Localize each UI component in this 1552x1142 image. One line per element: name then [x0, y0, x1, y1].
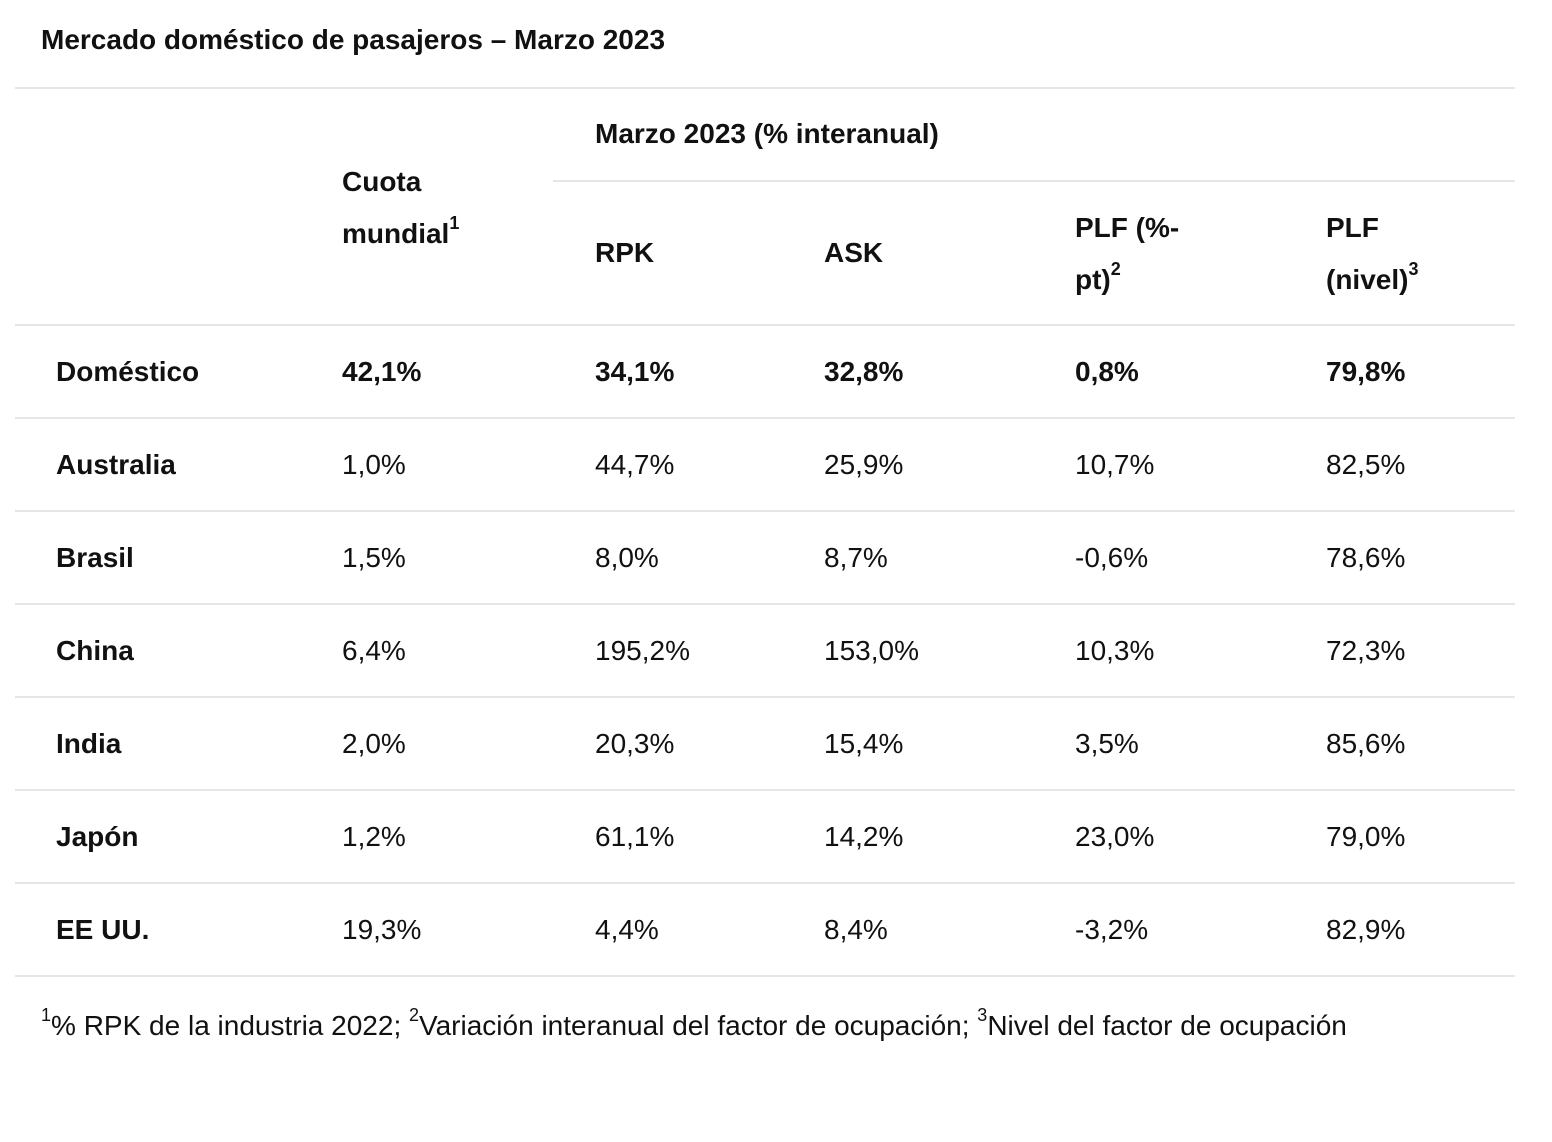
- footnote-marker: 2: [409, 1004, 420, 1025]
- row-rpk: 20,3%: [595, 728, 675, 759]
- row-plf-level: 85,6%: [1326, 728, 1406, 759]
- row-rpk: 44,7%: [595, 449, 675, 480]
- divider: [553, 180, 1515, 182]
- row-rpk: 195,2%: [595, 635, 690, 666]
- row-share: 42,1%: [342, 356, 422, 387]
- header-share-line2: mundial: [342, 218, 450, 249]
- row-plf-level: 72,3%: [1326, 635, 1406, 666]
- row-ask: 14,2%: [824, 821, 904, 852]
- header-rpk: RPK: [595, 237, 655, 268]
- divider: [15, 510, 1515, 512]
- row-plf-pt: 3,5%: [1075, 728, 1139, 759]
- row-share: 2,0%: [342, 728, 406, 759]
- footnote-marker: 3: [1408, 258, 1419, 279]
- row-market: Brasil: [56, 542, 134, 573]
- header-plf-level-line2: (nivel): [1326, 264, 1409, 295]
- row-plf-level: 79,0%: [1326, 821, 1406, 852]
- footnote-marker: 2: [1110, 258, 1121, 279]
- row-share: 1,0%: [342, 449, 406, 480]
- header-group: Marzo 2023 (% interanual): [595, 118, 939, 149]
- row-ask: 8,4%: [824, 914, 888, 945]
- row-market: Australia: [56, 449, 176, 480]
- row-plf-level: 79,8%: [1326, 356, 1406, 387]
- row-market: India: [56, 728, 122, 759]
- row-market: Doméstico: [56, 356, 200, 387]
- row-rpk: 61,1%: [595, 821, 675, 852]
- row-share: 1,2%: [342, 821, 406, 852]
- row-market: Japón: [56, 821, 139, 852]
- row-plf-pt: 23,0%: [1075, 821, 1155, 852]
- row-rpk: 4,4%: [595, 914, 659, 945]
- footnote-marker: 3: [977, 1004, 988, 1025]
- header-share: Cuota mundial1: [342, 156, 459, 260]
- header-plf-pt-line1: PLF (%-: [1075, 212, 1180, 243]
- header-plf-level-line1: PLF: [1326, 212, 1379, 243]
- row-plf-level: 82,5%: [1326, 449, 1406, 480]
- row-ask: 32,8%: [824, 356, 904, 387]
- divider: [15, 87, 1515, 89]
- row-plf-pt: -0,6%: [1075, 542, 1149, 573]
- row-ask: 15,4%: [824, 728, 904, 759]
- divider: [15, 324, 1515, 326]
- footnote-text: Variación interanual del factor de ocupa…: [419, 1010, 978, 1041]
- row-plf-pt: -3,2%: [1075, 914, 1149, 945]
- divider: [15, 975, 1515, 977]
- divider: [15, 882, 1515, 884]
- row-ask: 153,0%: [824, 635, 919, 666]
- header-plf-pt: PLF (%- pt)2: [1075, 202, 1179, 306]
- row-market: China: [56, 635, 134, 666]
- row-plf-pt: 10,7%: [1075, 449, 1155, 480]
- page-title: Mercado doméstico de pasajeros – Marzo 2…: [41, 24, 666, 55]
- footnote-text: Nivel del factor de ocupación: [987, 1010, 1347, 1041]
- row-plf-level: 78,6%: [1326, 542, 1406, 573]
- header-plf-pt-line2: pt): [1075, 264, 1111, 295]
- row-rpk: 8,0%: [595, 542, 659, 573]
- row-share: 1,5%: [342, 542, 406, 573]
- row-rpk: 34,1%: [595, 356, 675, 387]
- row-ask: 25,9%: [824, 449, 904, 480]
- table-footnote: 1% RPK de la industria 2022; 2Variación …: [41, 1000, 1461, 1051]
- row-ask: 8,7%: [824, 542, 888, 573]
- footnote-marker: 1: [449, 212, 460, 233]
- row-plf-level: 82,9%: [1326, 914, 1406, 945]
- footnote-text: % RPK de la industria 2022;: [51, 1010, 409, 1041]
- row-market: EE UU.: [56, 914, 150, 945]
- divider: [15, 696, 1515, 698]
- row-share: 6,4%: [342, 635, 406, 666]
- divider: [15, 603, 1515, 605]
- divider: [15, 789, 1515, 791]
- divider: [15, 417, 1515, 419]
- header-share-line1: Cuota: [342, 166, 422, 197]
- header-ask: ASK: [824, 237, 884, 268]
- header-plf-level: PLF (nivel)3: [1326, 202, 1418, 306]
- footnote-marker: 1: [41, 1004, 52, 1025]
- row-plf-pt: 10,3%: [1075, 635, 1155, 666]
- row-share: 19,3%: [342, 914, 422, 945]
- row-plf-pt: 0,8%: [1075, 356, 1139, 387]
